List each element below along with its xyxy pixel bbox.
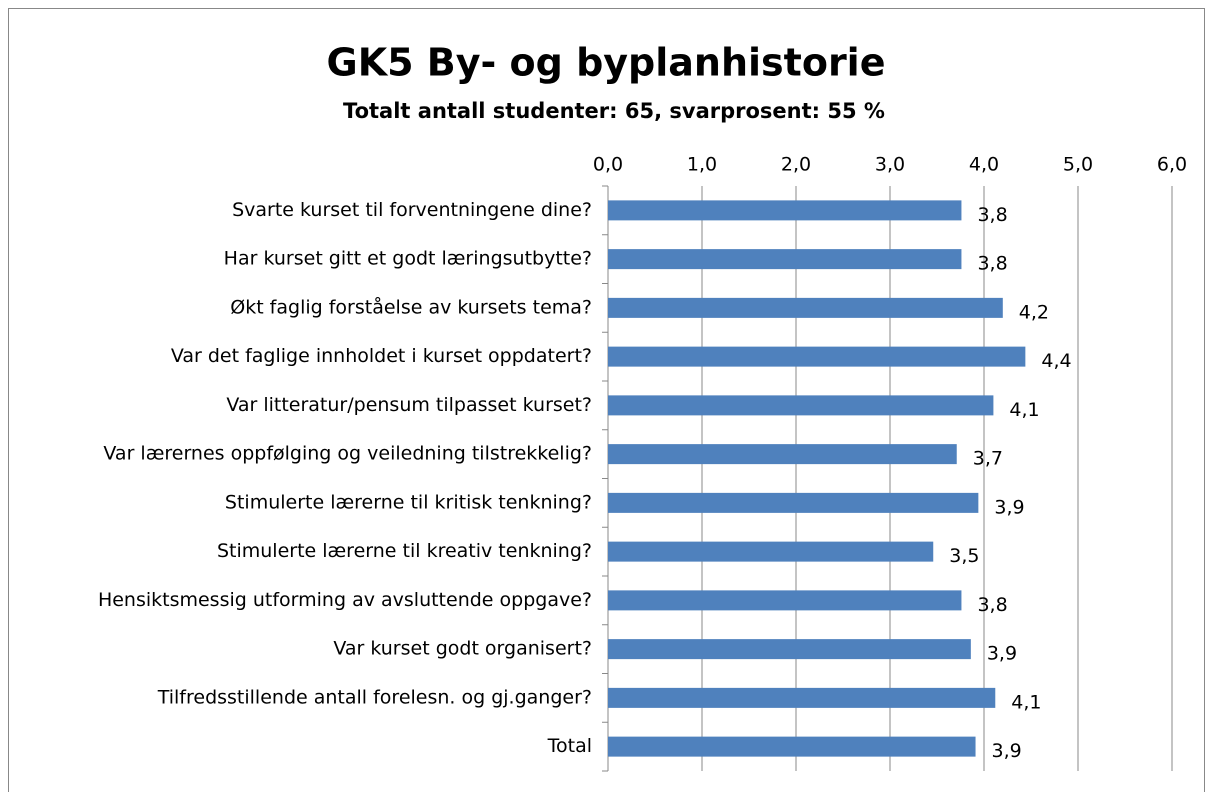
value-label: 3,9: [992, 740, 1022, 762]
chart-border: [8, 8, 1205, 792]
x-tick-label: 6,0: [1157, 154, 1187, 176]
bar: [608, 590, 962, 611]
y-tick-label: Var kurset godt organisert?: [333, 638, 592, 660]
bar: [608, 444, 957, 465]
y-tick-label: Var lærernes oppfølging og veiledning ti…: [103, 443, 592, 465]
y-tick-label: Hensiktsmessig utforming av avsluttende …: [98, 589, 592, 611]
x-tick-label: 3,0: [875, 154, 905, 176]
x-tick-label: 5,0: [1063, 154, 1093, 176]
value-label: 3,7: [973, 448, 1003, 470]
y-tick-label: Total: [547, 735, 592, 757]
bar: [608, 639, 971, 660]
y-tick-label: Stimulerte lærerne til kritisk tenkning?: [225, 491, 592, 513]
chart-title: GK5 By- og byplanhistorie: [327, 41, 886, 85]
value-label: 3,8: [977, 253, 1007, 275]
value-label: 3,8: [977, 594, 1007, 616]
bar: [608, 346, 1026, 367]
bar: [608, 200, 962, 221]
value-label: 3,9: [994, 496, 1024, 518]
bar: [608, 736, 976, 757]
chart-subtitle: Totalt antall studenter: 65, svarprosent…: [343, 99, 885, 123]
y-tick-label: Var litteratur/pensum tilpasset kurset?: [226, 394, 592, 416]
value-label: 4,4: [1041, 350, 1071, 372]
x-tick-label: 2,0: [781, 154, 811, 176]
value-label: 3,8: [977, 204, 1007, 226]
value-label: 4,1: [1009, 399, 1039, 421]
y-tick-label: Svarte kurset til forventningene dine?: [232, 199, 592, 221]
bar: [608, 492, 979, 513]
x-tick-label: 4,0: [969, 154, 999, 176]
value-label: 3,5: [949, 545, 979, 567]
value-label: 4,1: [1011, 691, 1041, 713]
value-label: 3,9: [987, 643, 1017, 665]
bar: [608, 395, 994, 416]
y-tick-label: Har kurset gitt et godt læringsutbytte?: [224, 248, 592, 270]
value-label: 4,2: [1019, 301, 1049, 323]
y-tick-label: Tilfredsstillende antall forelesn. og gj…: [157, 686, 592, 708]
bar: [608, 297, 1003, 318]
y-tick-label: Var det faglige innholdet i kurset oppda…: [171, 345, 592, 367]
bar: [608, 687, 996, 708]
y-tick-label: Økt faglig forståelse av kursets tema?: [230, 295, 592, 318]
x-tick-label: 1,0: [687, 154, 717, 176]
bar: [608, 541, 934, 562]
x-tick-label: 0,0: [593, 154, 623, 176]
bar: [608, 249, 962, 270]
y-tick-label: Stimulerte lærerne til kreativ tenkning?: [217, 540, 592, 562]
